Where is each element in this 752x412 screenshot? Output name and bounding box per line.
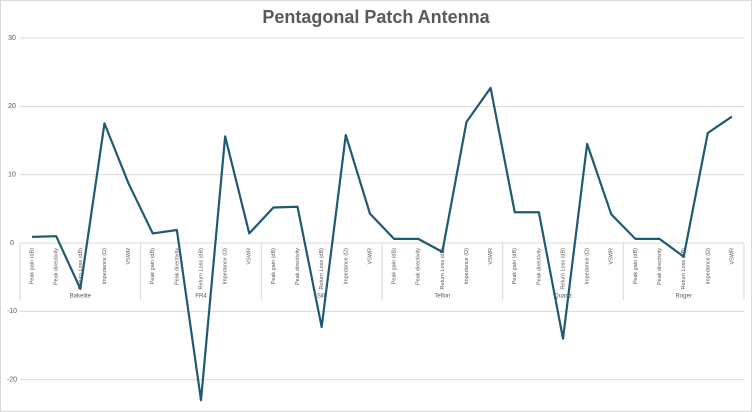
- group-label: Bakelite: [70, 294, 92, 300]
- x-tick-label: Peak directivity: [295, 248, 301, 285]
- x-tick-label: VSWR: [126, 248, 132, 265]
- y-tick-label: 20: [8, 103, 16, 110]
- x-tick-label: Return Loss (dB): [198, 248, 204, 290]
- x-tick-label: Peak gain (dB): [633, 248, 639, 285]
- group-label: Roger: [675, 294, 691, 300]
- x-tick-label: Return Loss (dB): [440, 248, 446, 290]
- x-tick-label: Peak directivity: [174, 248, 180, 285]
- x-tick-label: Peak gain (dB): [392, 248, 398, 285]
- x-tick-label: Impedance (Ω): [223, 248, 229, 285]
- x-tick-label: Impedance (Ω): [464, 248, 470, 285]
- group-label: FR4: [195, 294, 207, 300]
- y-tick-label: 0: [10, 240, 14, 247]
- group-label: Silk: [317, 294, 328, 300]
- y-tick-label: 30: [8, 35, 16, 42]
- x-tick-label: Peak directivity: [536, 248, 542, 285]
- x-tick-label: Impedance (Ω): [705, 248, 711, 285]
- y-tick-label: 10: [8, 172, 16, 179]
- x-tick-label: Return Loss (dB): [78, 248, 84, 290]
- data-line: [32, 86, 733, 402]
- x-tick-label: VSWR: [609, 248, 615, 265]
- x-tick-label: VSWR: [729, 248, 735, 265]
- x-tick-label: Peak directivity: [54, 248, 60, 285]
- y-tick-label: -20: [7, 377, 17, 384]
- x-tick-label: Return Loss (dB): [560, 248, 566, 290]
- x-tick-label: VSWR: [367, 248, 373, 265]
- chart-title: Pentagonal Patch Antenna: [262, 7, 490, 27]
- x-tick-label: Return Loss (dB): [681, 248, 687, 290]
- x-tick-label: Peak directivity: [416, 248, 422, 285]
- x-tick-label: Peak gain (dB): [512, 248, 518, 285]
- x-tick-label: VSWR: [247, 248, 253, 265]
- y-tick-label: -10: [7, 308, 17, 315]
- x-tick-label: VSWR: [488, 248, 494, 265]
- group-label: Quartz: [554, 294, 572, 300]
- x-tick-label: Impedance (Ω): [102, 248, 108, 285]
- x-tick-label: Peak gain (dB): [271, 248, 277, 285]
- x-tick-label: Impedance (Ω): [343, 248, 349, 285]
- x-tick-label: Impedance (Ω): [585, 248, 591, 285]
- x-tick-label: Peak gain (dB): [30, 248, 36, 285]
- x-tick-label: Return Loss (dB): [319, 248, 325, 290]
- group-label: Teflon: [434, 294, 450, 300]
- x-tick-label: Peak gain (dB): [150, 248, 156, 285]
- x-tick-label: Peak directivity: [657, 248, 663, 285]
